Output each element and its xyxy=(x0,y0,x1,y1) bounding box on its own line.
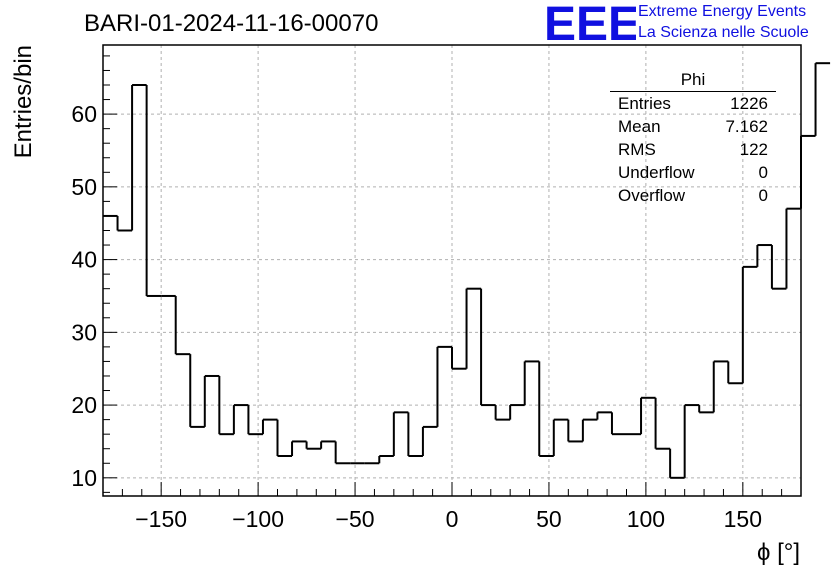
x-axis-label: ϕ [°] xyxy=(757,539,800,566)
stats-label: Entries xyxy=(618,94,671,113)
logo-text-line1: Extreme Energy Events xyxy=(638,3,807,20)
stats-row-underflow: Underflow 0 xyxy=(610,161,776,184)
stats-row-entries: Entries 1226 xyxy=(610,92,776,115)
eee-logo-mark: EEE xyxy=(544,0,636,46)
stats-label: Underflow xyxy=(618,163,695,182)
eee-logo: EEE xyxy=(544,0,636,46)
stats-value: 122 xyxy=(739,140,768,159)
stats-row-overflow: Overflow 0 xyxy=(610,184,776,207)
stats-row-rms: RMS 122 xyxy=(610,138,776,161)
stats-value: 1226 xyxy=(730,94,768,113)
page-title: BARI-01-2024-11-16-00070 xyxy=(84,10,379,37)
y-axis-label: Entries/bin xyxy=(10,45,37,158)
y-tick-label: 60 xyxy=(71,101,97,127)
stats-box: Phi Entries 1226 Mean 7.162 RMS 122 Unde… xyxy=(610,70,776,207)
stats-value: 0 xyxy=(758,163,768,182)
x-tick-label: −100 xyxy=(232,506,284,532)
x-tick-label: −150 xyxy=(135,506,187,532)
stats-label: Mean xyxy=(618,117,661,136)
x-tick-label: 0 xyxy=(446,506,459,532)
x-tick-label: 50 xyxy=(536,506,562,532)
stats-row-mean: Mean 7.162 xyxy=(610,115,776,138)
stats-value: 0 xyxy=(758,186,768,205)
stats-label: Overflow xyxy=(618,186,686,205)
x-tick-label: 100 xyxy=(627,506,665,532)
y-tick-label: 10 xyxy=(71,465,97,491)
y-tick-label: 30 xyxy=(71,319,97,345)
x-tick-label: 150 xyxy=(724,506,762,532)
x-tick-label: −50 xyxy=(336,506,375,532)
y-tick-label: 50 xyxy=(71,174,97,200)
y-tick-label: 40 xyxy=(71,247,97,273)
stats-label: RMS xyxy=(618,140,656,159)
logo-text-line2: La Scienza nelle Scuole xyxy=(638,24,809,41)
stats-value: 7.162 xyxy=(725,117,768,136)
stats-title: Phi xyxy=(610,70,776,92)
y-tick-label: 20 xyxy=(71,392,97,418)
